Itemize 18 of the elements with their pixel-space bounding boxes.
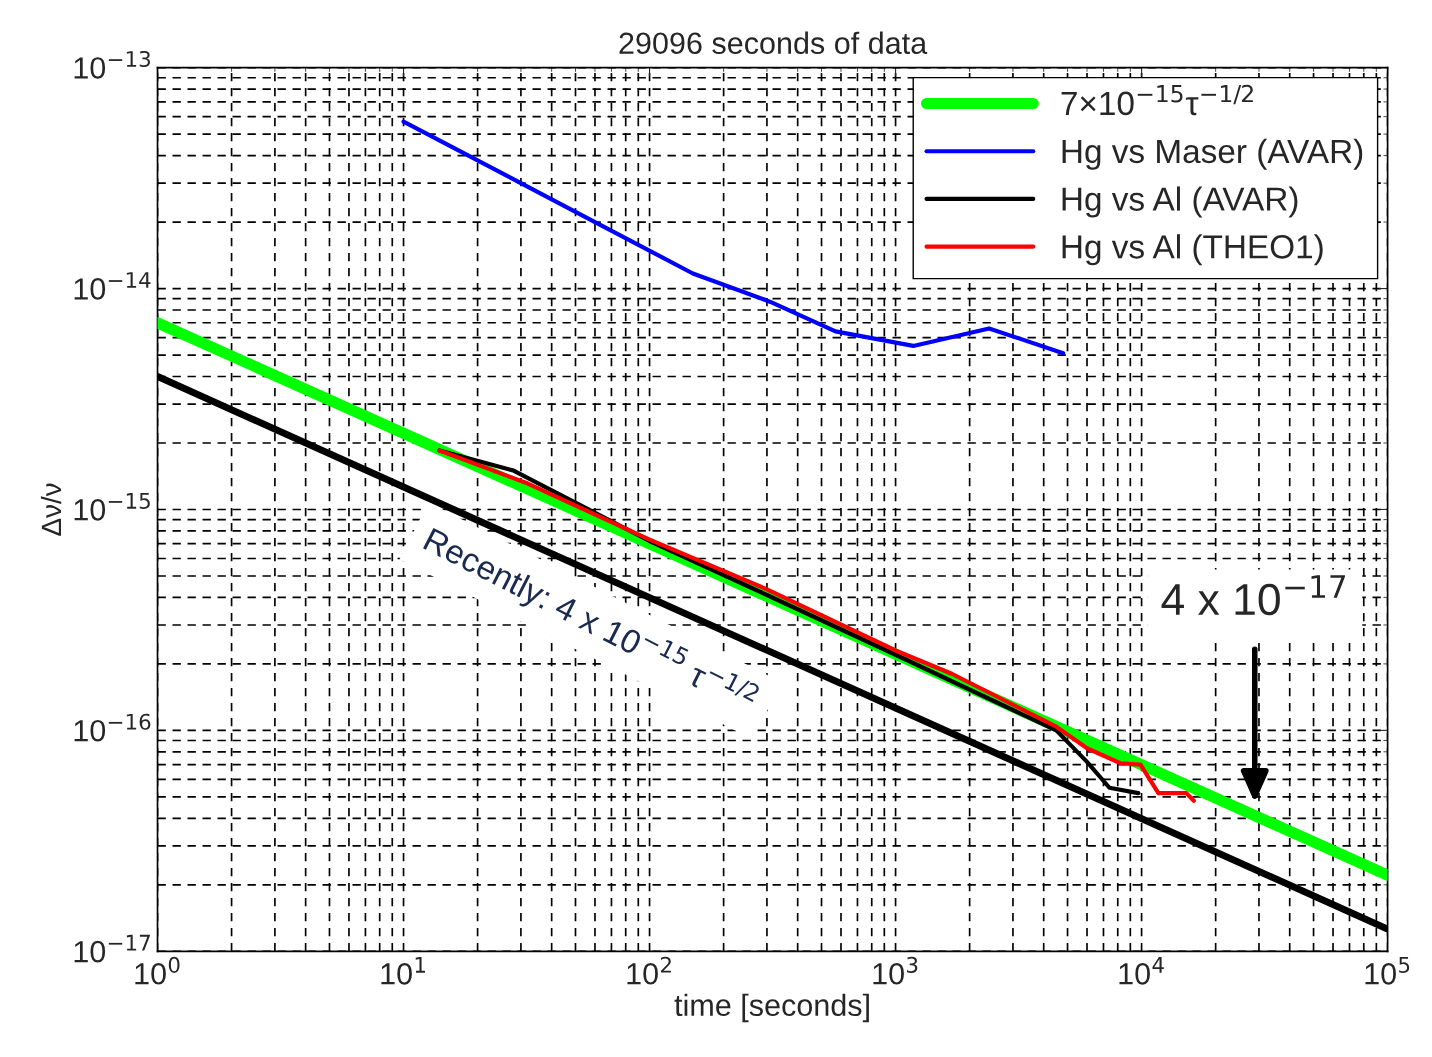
x-axis-title: time [seconds] <box>674 993 869 1023</box>
x-tick-label: 10$^{4}$ <box>1119 957 1164 985</box>
legend-label: Hg vs Al (AVAR) <box>1062 186 1298 218</box>
x-tick-label: 10$^{1}$ <box>381 957 426 985</box>
y-axis-title: Δν/ν <box>40 483 62 536</box>
annotation: 4 x 10$^{−17}$ <box>1161 575 1346 616</box>
legend-label: 7×10$^{−15}$τ$^{−1/2}$ <box>1061 84 1253 116</box>
chart-title: 29096 seconds of data <box>619 31 928 55</box>
legend-label: Hg vs Al (THEO1) <box>1062 234 1323 266</box>
annotation: Recently: 4 x 10$^{−15}$ τ$^{−1/2}$ <box>419 521 761 720</box>
y-tick-label: 10$^{−14}$ <box>74 272 151 300</box>
y-tick-label: 10$^{−15}$ <box>74 493 150 521</box>
y-tick-label: 10$^{−16}$ <box>74 713 151 742</box>
legend-label: Hg vs Maser (AVAR) <box>1062 138 1363 170</box>
x-tick-label: 10$^{5}$ <box>1365 957 1410 985</box>
y-tick-label: 10$^{−13}$ <box>74 50 150 79</box>
x-tick-label: 10$^{2}$ <box>627 956 671 985</box>
x-tick-label: 10$^{3}$ <box>873 956 918 985</box>
